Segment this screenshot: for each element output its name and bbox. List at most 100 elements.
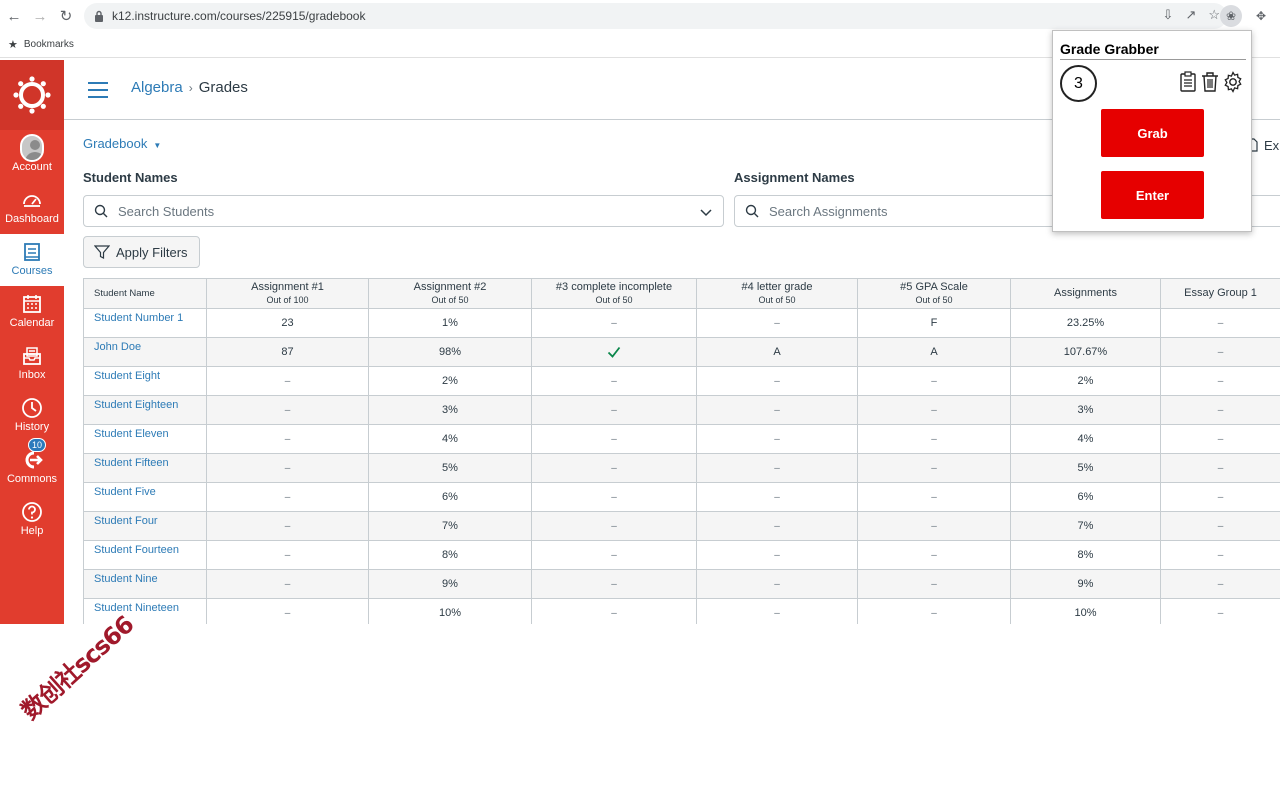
grade-cell[interactable]: – xyxy=(858,483,1011,512)
grade-cell[interactable]: 98% xyxy=(369,338,532,367)
column-header[interactable]: #4 letter grade Out of 50 xyxy=(697,279,858,309)
apply-filters-button[interactable]: Apply Filters xyxy=(83,236,200,268)
grade-cell[interactable]: 4% xyxy=(1011,425,1161,454)
clipboard-icon[interactable] xyxy=(1178,71,1198,93)
grade-cell[interactable]: – xyxy=(858,599,1011,624)
grade-cell[interactable]: – xyxy=(697,483,858,512)
grade-cell[interactable]: 23 xyxy=(207,309,369,338)
chevron-down-icon[interactable] xyxy=(699,205,713,219)
grade-cell[interactable]: 3% xyxy=(1011,396,1161,425)
sidenav-item-history[interactable]: History xyxy=(0,390,64,442)
grade-cell[interactable]: – xyxy=(532,570,697,599)
grade-cell[interactable]: 8% xyxy=(369,541,532,570)
student-name-link[interactable]: Student Eleven xyxy=(84,425,207,454)
grade-cell[interactable]: – xyxy=(1161,570,1280,599)
grade-cell[interactable]: 8% xyxy=(1011,541,1161,570)
grade-cell[interactable]: – xyxy=(1161,367,1280,396)
grade-cell[interactable]: – xyxy=(697,454,858,483)
bookmark-star-icon[interactable]: ☆ xyxy=(1208,7,1220,22)
sidenav-item-calendar[interactable]: Calendar xyxy=(0,286,64,338)
grade-cell[interactable]: 4% xyxy=(369,425,532,454)
grade-cell[interactable]: – xyxy=(697,367,858,396)
grade-cell[interactable]: – xyxy=(532,454,697,483)
grade-cell[interactable]: – xyxy=(697,396,858,425)
grade-cell[interactable]: – xyxy=(532,541,697,570)
grade-cell[interactable]: 5% xyxy=(1011,454,1161,483)
grade-cell[interactable]: 1% xyxy=(369,309,532,338)
trash-icon[interactable] xyxy=(1200,71,1220,93)
student-name-link[interactable]: Student Nine xyxy=(84,570,207,599)
search-students-input[interactable]: Search Students xyxy=(83,195,724,227)
breadcrumb-course-link[interactable]: Algebra xyxy=(131,79,183,96)
student-name-link[interactable]: Student Fourteen xyxy=(84,541,207,570)
grade-cell[interactable]: – xyxy=(532,599,697,624)
sidenav-item-account[interactable]: Account xyxy=(0,130,64,182)
column-header[interactable]: Essay Group 1 xyxy=(1161,279,1280,309)
enter-button[interactable]: Enter xyxy=(1101,171,1204,219)
grade-cell[interactable]: – xyxy=(207,483,369,512)
grade-cell[interactable]: – xyxy=(697,599,858,624)
grade-cell[interactable]: 3% xyxy=(369,396,532,425)
extensions-puzzle-icon[interactable]: ✥ xyxy=(1255,9,1267,23)
student-name-link[interactable]: Student Number 1 xyxy=(84,309,207,338)
hamburger-menu-icon[interactable] xyxy=(88,82,108,98)
grade-cell[interactable]: – xyxy=(207,425,369,454)
grade-cell[interactable]: 7% xyxy=(369,512,532,541)
grade-cell[interactable]: – xyxy=(1161,454,1280,483)
sidenav-item-courses[interactable]: Courses xyxy=(0,234,64,286)
grade-cell[interactable]: 2% xyxy=(369,367,532,396)
grade-grabber-extension-icon[interactable]: ❀ xyxy=(1220,5,1242,27)
grade-cell[interactable]: – xyxy=(858,454,1011,483)
student-name-link[interactable]: John Doe xyxy=(84,338,207,367)
grade-cell[interactable]: 6% xyxy=(369,483,532,512)
grade-cell[interactable]: – xyxy=(207,396,369,425)
grade-cell[interactable]: – xyxy=(1161,541,1280,570)
column-header[interactable]: Assignments xyxy=(1011,279,1161,309)
grade-cell[interactable]: – xyxy=(1161,338,1280,367)
grade-cell[interactable]: – xyxy=(858,570,1011,599)
install-app-icon[interactable]: ⇩ xyxy=(1162,7,1174,22)
sidenav-item-help[interactable]: Help xyxy=(0,494,64,546)
grade-cell[interactable]: – xyxy=(858,425,1011,454)
grade-cell[interactable]: – xyxy=(207,599,369,624)
grade-cell[interactable]: – xyxy=(532,309,697,338)
settings-gear-icon[interactable] xyxy=(1222,71,1244,93)
grade-cell[interactable]: 9% xyxy=(1011,570,1161,599)
column-header[interactable]: Assignment #2 Out of 50 xyxy=(369,279,532,309)
grade-cell[interactable]: – xyxy=(1161,425,1280,454)
gradebook-menu-button[interactable]: Gradebook ▼ xyxy=(83,136,161,151)
share-icon[interactable]: ↗ xyxy=(1185,7,1197,22)
grade-cell[interactable]: – xyxy=(858,512,1011,541)
grade-cell[interactable]: – xyxy=(207,454,369,483)
grade-cell[interactable]: – xyxy=(1161,396,1280,425)
column-header[interactable]: #3 complete incomplete Out of 50 xyxy=(532,279,697,309)
grade-cell[interactable]: – xyxy=(532,367,697,396)
grade-cell[interactable]: 6% xyxy=(1011,483,1161,512)
student-name-link[interactable]: Student Fifteen xyxy=(84,454,207,483)
sidenav-item-inbox[interactable]: Inbox xyxy=(0,338,64,390)
grade-cell[interactable]: – xyxy=(532,425,697,454)
column-header[interactable]: Assignment #1 Out of 100 xyxy=(207,279,369,309)
grade-cell[interactable]: – xyxy=(532,512,697,541)
column-header[interactable]: #5 GPA Scale Out of 50 xyxy=(858,279,1011,309)
forward-arrow-icon[interactable]: → xyxy=(32,7,48,25)
grade-cell[interactable]: – xyxy=(858,367,1011,396)
grade-cell[interactable] xyxy=(532,338,697,367)
grade-cell[interactable]: – xyxy=(1161,599,1280,624)
grade-cell[interactable]: 9% xyxy=(369,570,532,599)
grade-cell[interactable]: 87 xyxy=(207,338,369,367)
grab-button[interactable]: Grab xyxy=(1101,109,1204,157)
grade-cell[interactable]: – xyxy=(1161,512,1280,541)
grade-cell[interactable]: 10% xyxy=(1011,599,1161,624)
bookmarks-label[interactable]: Bookmarks xyxy=(23,39,74,50)
grade-cell[interactable]: – xyxy=(697,425,858,454)
grade-cell[interactable]: A xyxy=(697,338,858,367)
grade-cell[interactable]: 23.25% xyxy=(1011,309,1161,338)
grade-cell[interactable]: – xyxy=(532,396,697,425)
grade-cell[interactable]: – xyxy=(858,541,1011,570)
grade-cell[interactable]: 107.67% xyxy=(1011,338,1161,367)
grade-cell[interactable]: F xyxy=(858,309,1011,338)
grade-cell[interactable]: – xyxy=(697,570,858,599)
canvas-logo-icon[interactable] xyxy=(0,60,64,130)
grade-cell[interactable]: – xyxy=(532,483,697,512)
